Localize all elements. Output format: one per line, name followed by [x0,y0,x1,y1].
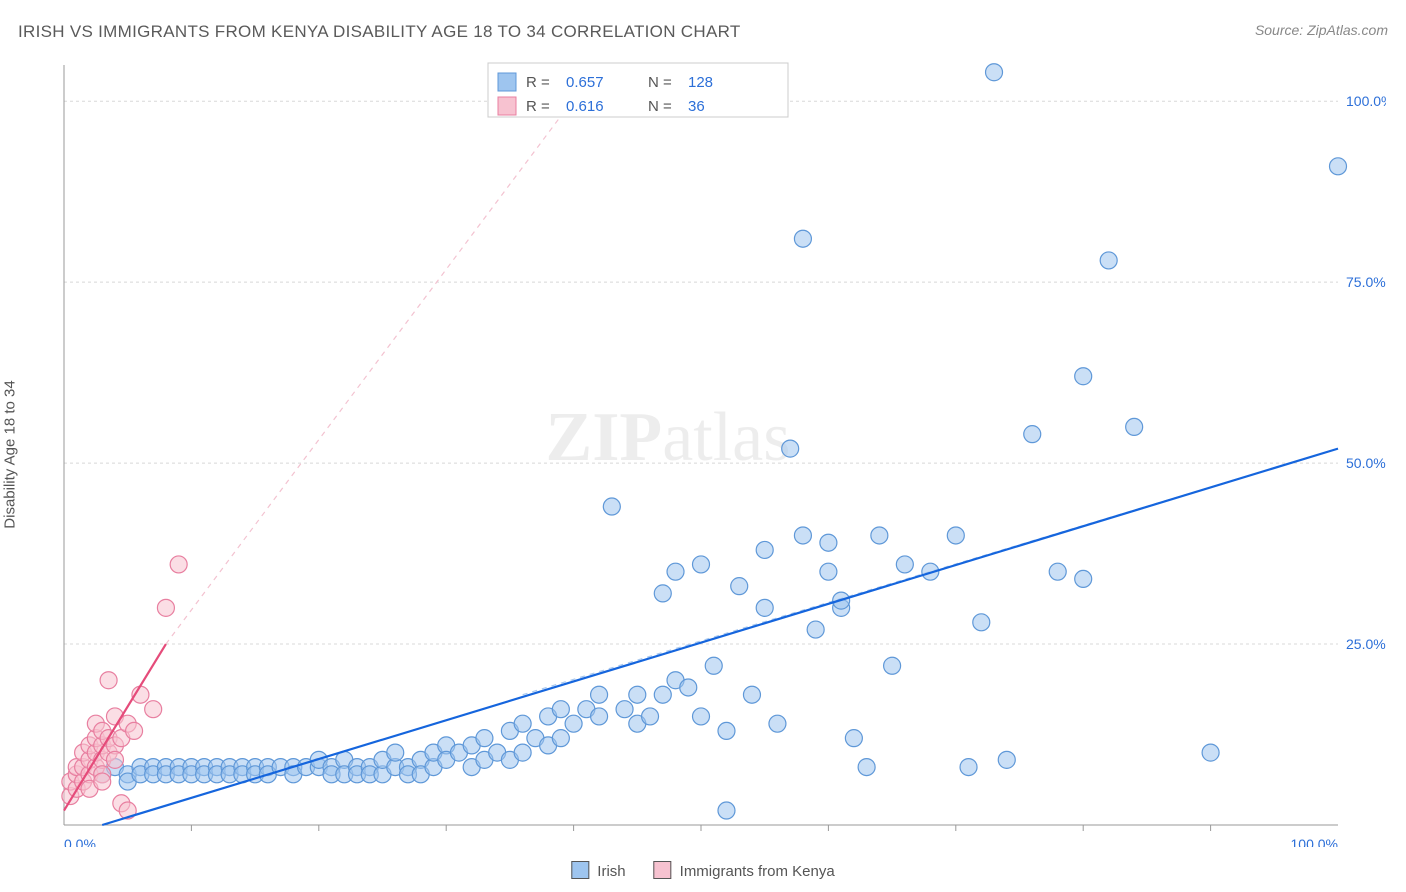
svg-text:0.657: 0.657 [566,74,604,91]
chart-area: 25.0% 50.0% 75.0% 100.0% ZIPatlas 0.0% 100.0% R… [48,55,1386,847]
legend-label: Irish [597,863,625,880]
svg-text:R =: R = [526,98,550,115]
bottom-legend: Irish Immigrants from Kenya [571,861,834,880]
legend-item-irish: Irish [571,861,625,880]
svg-text:100.0%: 100.0% [1291,836,1338,847]
svg-text:0.0%: 0.0% [64,836,96,847]
svg-text:100.0%: 100.0% [1346,93,1386,109]
legend-item-kenya: Immigrants from Kenya [654,861,835,880]
svg-text:R =: R = [526,74,550,91]
svg-text:N =: N = [648,98,672,115]
svg-text:N =: N = [648,74,672,91]
legend-swatch-pink [654,861,672,879]
legend-swatch-blue [571,861,589,879]
svg-text:128: 128 [688,74,713,91]
svg-text:75.0%: 75.0% [1346,274,1386,290]
y-axis-label: Disability Age 18 to 34 [2,380,19,528]
svg-text:50.0%: 50.0% [1346,455,1386,471]
legend-label: Immigrants from Kenya [680,863,835,880]
source-label: Source: ZipAtlas.com [1255,22,1388,38]
scatter-chart: 25.0% 50.0% 75.0% 100.0% ZIPatlas 0.0% 100.0% R… [48,55,1386,847]
svg-text:25.0%: 25.0% [1346,636,1386,652]
svg-text:ZIPatlas: ZIPatlas [546,399,791,476]
chart-title: IRISH VS IMMIGRANTS FROM KENYA DISABILIT… [18,22,741,42]
svg-text:36: 36 [688,98,705,115]
svg-text:0.616: 0.616 [566,98,604,115]
